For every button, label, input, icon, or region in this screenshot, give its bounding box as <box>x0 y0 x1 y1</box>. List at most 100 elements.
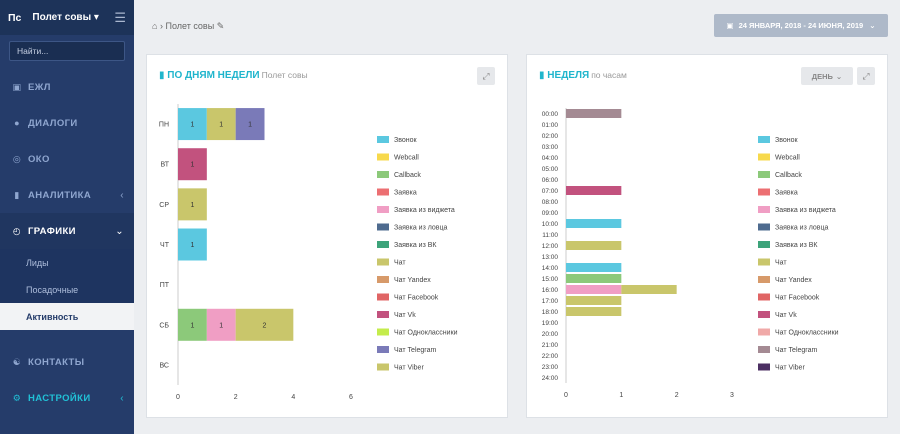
bar-chart-icon: ▮ <box>14 189 20 200</box>
graphs-submenu: Лиды Посадочные Активность <box>0 249 134 330</box>
y-tick-label: ВС <box>160 362 170 369</box>
legend-swatch <box>377 153 389 161</box>
legend-label: Чат Viber <box>394 365 424 372</box>
bar-value-label: 1 <box>190 202 194 209</box>
x-tick-label: 0 <box>176 394 180 401</box>
y-tick-label: 16:00 <box>542 287 559 294</box>
y-tick-label: 10:00 <box>542 221 559 228</box>
y-tick-label: 22:00 <box>542 353 559 360</box>
project-selector[interactable]: Полет совы <box>32 12 114 23</box>
submenu-item-landings[interactable]: Посадочные <box>26 284 79 295</box>
bar-segment <box>566 263 622 272</box>
y-tick-label: 00:00 <box>542 111 559 118</box>
hourly-chart-panel: ▮ НЕДЕЛЯ по часам ДЕНЬ ⌄ ⤢ 00:00 01:00 02:00… <box>526 54 888 418</box>
legend-swatch <box>377 171 389 178</box>
legend-label: Чат Facebook <box>394 295 439 302</box>
legend-label: Чат Telegram <box>394 347 437 354</box>
nav-label: ЕЖЛ <box>28 81 51 93</box>
x-tick-label: 2 <box>675 392 679 399</box>
legend-swatch <box>758 206 770 213</box>
y-tick-label: 02:00 <box>542 133 559 140</box>
y-tick-label: ПН <box>159 122 169 129</box>
nav-label: КОНТАКТЫ <box>28 356 85 368</box>
bar-segment <box>566 186 622 195</box>
bar-segment <box>566 109 622 118</box>
legend-swatch <box>377 328 389 336</box>
y-tick-label: 20:00 <box>542 331 559 338</box>
y-tick-label: 14:00 <box>542 265 559 272</box>
legend-label: Чат Одноклассники <box>394 330 458 337</box>
nav-label: ОКО <box>28 153 50 165</box>
nav-item-ezhl[interactable]: ▣ ЕЖЛ <box>0 69 134 105</box>
pencil-icon[interactable]: ✎ <box>216 20 225 31</box>
y-tick-label: 01:00 <box>542 122 559 129</box>
breadcrumb-project[interactable]: Полет совы <box>165 20 215 31</box>
legend-label: Заявка из виджета <box>394 207 455 214</box>
y-tick-label: ВТ <box>161 162 170 169</box>
y-tick-label: СР <box>159 202 169 209</box>
y-tick-label: ПТ <box>160 282 170 289</box>
panel-title-text: ПО ДНЯМ НЕДЕЛИ <box>167 70 260 81</box>
expand-icon[interactable]: ⤢ <box>477 67 495 85</box>
submenu-item-leads[interactable]: Лиды <box>26 257 49 268</box>
bar-value-label: 1 <box>219 322 223 329</box>
nav-item-settings[interactable]: ⚙ НАСТРОЙКИ ‹ <box>0 380 134 416</box>
y-tick-label: 24:00 <box>542 375 559 382</box>
legend-swatch <box>758 188 770 196</box>
legend-swatch <box>758 276 770 283</box>
y-tick-label: 13:00 <box>542 254 559 261</box>
bar-segment <box>235 308 294 341</box>
legend-swatch <box>758 311 770 318</box>
chart-icon: ▮ <box>539 70 545 81</box>
date-range-button[interactable]: ▣ 24 ЯНВАРЯ, 2018 - 24 ИЮНЯ, 2019 ⌄ <box>714 14 888 37</box>
y-tick-label: 11:00 <box>542 232 558 239</box>
legend-label: Звонок <box>775 137 799 144</box>
bar-segment <box>566 274 622 283</box>
nav-item-contacts[interactable]: ☯ КОНТАКТЫ <box>0 344 134 380</box>
y-tick-label: ЧТ <box>160 242 170 249</box>
nav-label: ДИАЛОГИ <box>28 117 78 129</box>
search-input[interactable]: Найти... <box>9 41 125 61</box>
app-logo[interactable]: Пс <box>8 11 22 24</box>
bar-segment <box>566 241 622 250</box>
nav-item-graphs[interactable]: ◴ ГРАФИКИ ⌄ <box>0 213 134 249</box>
bar-segment <box>178 308 207 341</box>
nav-item-dialogs[interactable]: ● ДИАЛОГИ <box>0 105 134 141</box>
x-tick-label: 1 <box>619 392 623 399</box>
bar-value-label: 1 <box>190 322 194 329</box>
bar-value-label: 1 <box>248 122 252 129</box>
legend-label: Заявка из виджета <box>775 207 836 214</box>
nav-label: АНАЛИТИКА <box>28 189 92 201</box>
topbar: ⌂ › Полет совы ✎ ▣ 24 ЯНВАРЯ, 2018 - 24 … <box>146 14 888 38</box>
legend-label: Заявка из ВК <box>394 242 437 249</box>
submenu-item-activity[interactable]: Активность <box>0 303 134 330</box>
legend-label: Чат <box>775 260 787 267</box>
day-toggle-button[interactable]: ДЕНЬ ⌄ <box>801 67 853 85</box>
bar-segment <box>566 285 622 294</box>
x-tick-label: 6 <box>349 394 353 401</box>
bar-segment <box>178 228 207 261</box>
expand-icon[interactable]: ⤢ <box>857 67 875 85</box>
bar-segment <box>566 219 622 228</box>
chart-icon: ▮ <box>159 70 165 81</box>
legend-label: Чат Одноклассники <box>775 330 839 337</box>
chat-icon: ● <box>14 118 20 128</box>
bar-segment <box>178 188 207 221</box>
sidebar-header: Пс Полет совы ☰ <box>0 0 134 35</box>
legend-swatch <box>377 311 389 318</box>
y-tick-label: 05:00 <box>542 166 559 173</box>
panel-subtitle: по часам <box>591 70 627 80</box>
y-tick-label: 15:00 <box>542 276 559 283</box>
menu-toggle-icon[interactable]: ☰ <box>114 9 126 25</box>
bar-segment <box>178 108 207 141</box>
bar-value-label: 1 <box>190 122 194 129</box>
legend-label: Чат Vk <box>394 312 416 319</box>
nav-item-analytics[interactable]: ▮ АНАЛИТИКА ‹ <box>0 177 134 213</box>
legend-swatch <box>758 241 770 248</box>
x-tick-label: 3 <box>730 392 734 399</box>
nav-label: ГРАФИКИ <box>28 225 76 237</box>
bar-segment <box>178 148 207 181</box>
nav-item-oko[interactable]: ◎ ОКО <box>0 141 134 177</box>
home-icon[interactable]: ⌂ <box>152 20 158 31</box>
y-tick-label: 04:00 <box>542 155 559 162</box>
